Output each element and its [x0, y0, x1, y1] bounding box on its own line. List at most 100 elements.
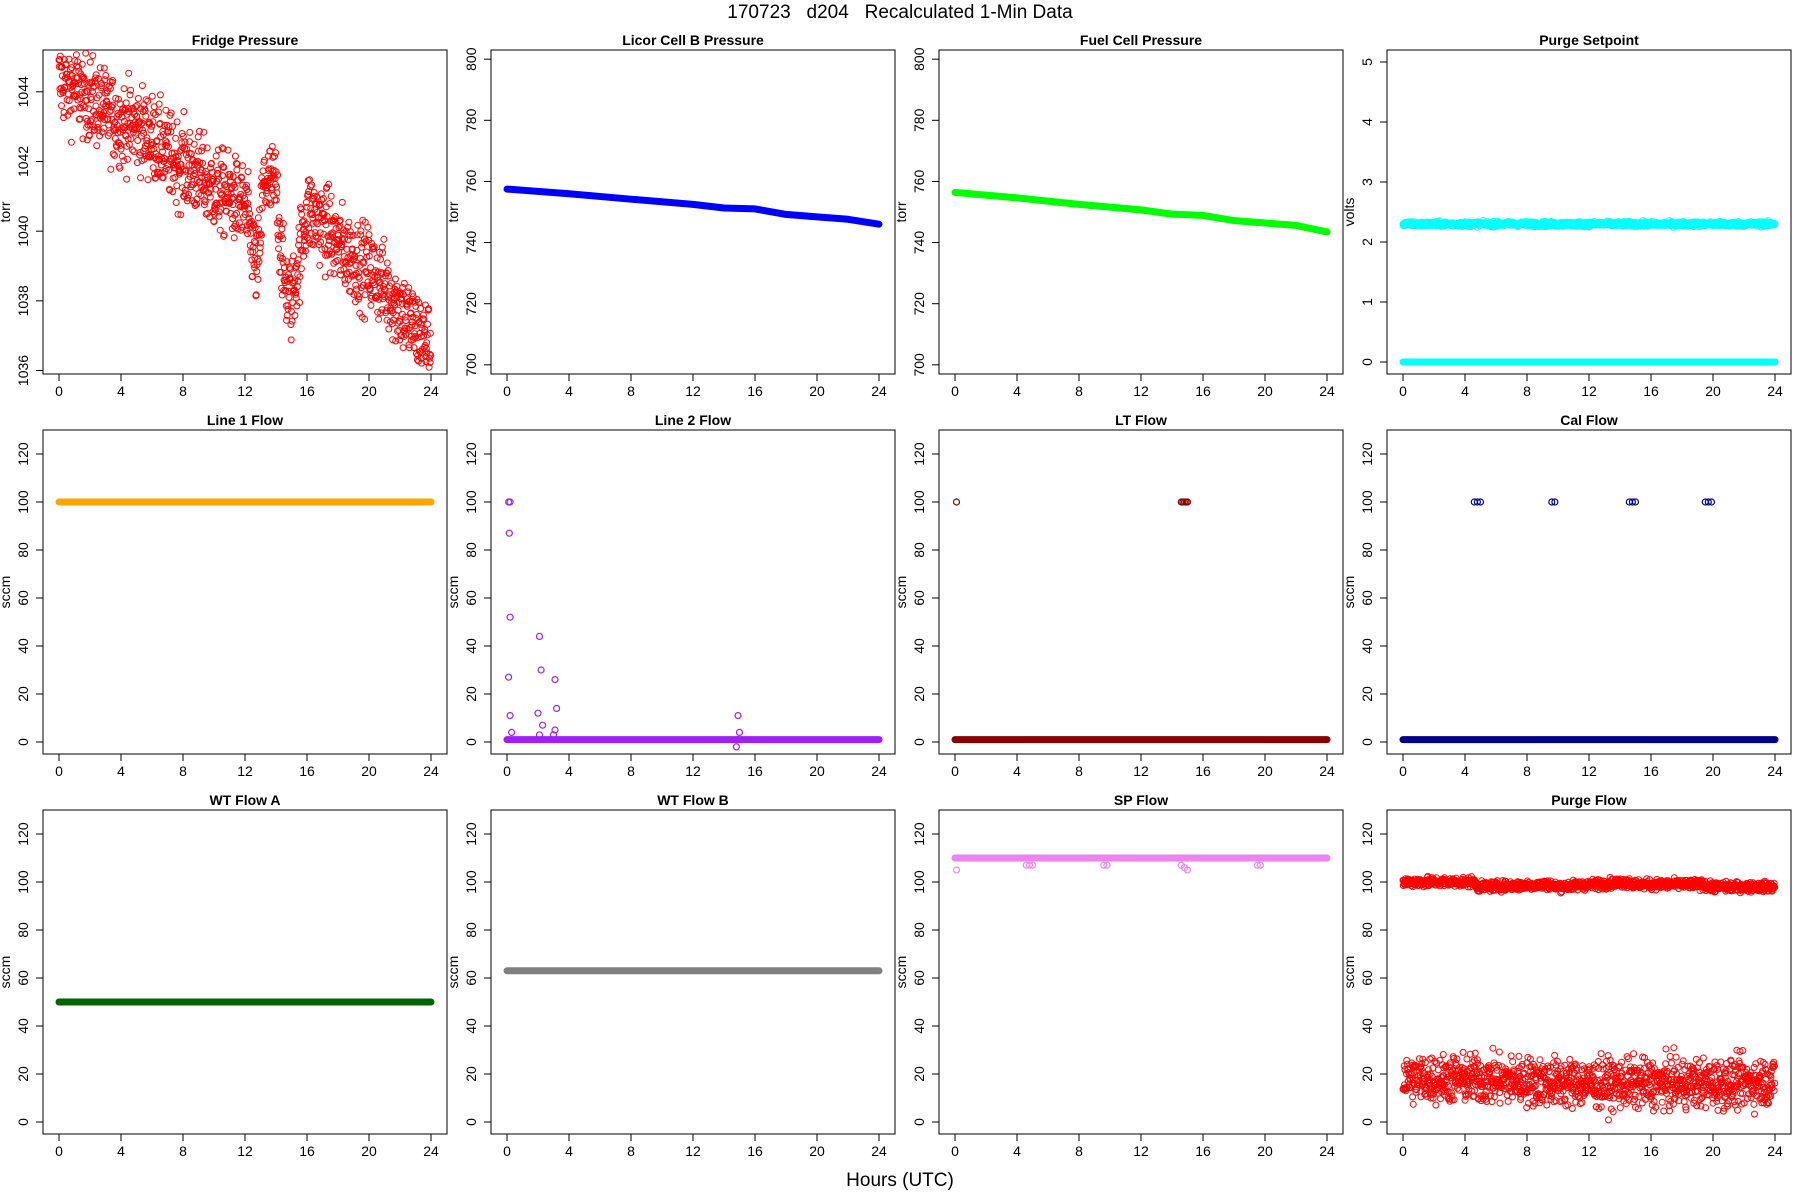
y-tick-label: 120	[15, 822, 31, 846]
data-point	[413, 311, 421, 318]
y-tick-label: 40	[1359, 1018, 1375, 1034]
data-point	[245, 205, 253, 213]
y-tick-label: 100	[463, 490, 479, 514]
data-point	[1770, 1087, 1778, 1095]
y-tick-label: 60	[911, 970, 927, 986]
data-point	[88, 116, 96, 123]
x-tick-label: 16	[299, 763, 315, 779]
x-tick-label: 16	[1643, 763, 1659, 779]
data-point	[257, 239, 264, 247]
data-point	[120, 157, 128, 165]
data-point	[1739, 1047, 1747, 1054]
data-point	[359, 281, 367, 289]
data-point	[322, 221, 330, 229]
data-point	[1666, 1107, 1674, 1115]
data-point	[117, 145, 125, 153]
data-point	[298, 210, 306, 218]
data-point	[299, 218, 307, 226]
data-point	[101, 116, 109, 123]
data-point	[426, 350, 434, 358]
data-point	[1663, 1067, 1671, 1075]
data-point	[1447, 1089, 1455, 1097]
data-point	[90, 82, 98, 90]
data-point	[321, 273, 329, 281]
data-point	[156, 91, 164, 99]
data-point	[403, 324, 410, 332]
data-point	[505, 529, 513, 537]
y-tick-label: 20	[911, 686, 927, 702]
data-point	[202, 167, 210, 175]
data-point	[195, 127, 203, 135]
data-point	[294, 271, 302, 279]
data-point	[1682, 1106, 1690, 1114]
data-point	[228, 184, 236, 191]
data-point	[394, 306, 402, 314]
data-point	[1750, 1063, 1758, 1071]
y-tick-label: 20	[911, 1066, 927, 1082]
data-point	[401, 313, 409, 321]
data-point	[326, 269, 334, 277]
y-tick-label: 1038	[15, 285, 31, 316]
data-point	[378, 270, 386, 278]
data-point	[247, 229, 255, 237]
data-point	[258, 204, 266, 212]
data-point	[1616, 1090, 1624, 1098]
data-point	[139, 126, 147, 134]
x-tick-label: 20	[1257, 763, 1273, 779]
data-point	[506, 613, 514, 621]
x-tick-label: 8	[179, 383, 187, 399]
figure-title: 170723 d204 Recalculated 1-Min Data	[727, 2, 1073, 23]
chart-title: Purge Flow	[1551, 792, 1627, 808]
data-point	[1551, 498, 1559, 506]
data-point	[119, 126, 127, 134]
data-point	[223, 189, 231, 196]
data-point	[77, 104, 85, 112]
data-point	[1421, 1059, 1429, 1067]
data-point	[1668, 1059, 1675, 1067]
data-point	[274, 231, 282, 239]
y-tick-label: 20	[1359, 686, 1375, 702]
x-tick-label: 0	[1399, 763, 1407, 779]
data-point	[1463, 1055, 1471, 1063]
data-point	[220, 231, 228, 239]
chart-title: Fuel Cell Pressure	[1080, 32, 1202, 48]
data-point	[1597, 1050, 1605, 1058]
data-point	[417, 305, 424, 312]
data-point	[1609, 1061, 1617, 1069]
data-point	[236, 193, 244, 201]
data-point	[214, 170, 222, 178]
data-point	[385, 325, 393, 333]
y-tick-label: 40	[15, 1018, 31, 1034]
data-point	[1434, 1066, 1442, 1074]
x-tick-label: 0	[1399, 1143, 1407, 1159]
data-point	[273, 189, 281, 197]
data-point	[410, 344, 418, 352]
data-point	[287, 321, 295, 329]
data-point	[364, 278, 372, 286]
y-tick-label: 40	[911, 1018, 927, 1034]
data-point	[1028, 861, 1037, 869]
data-point	[1730, 1098, 1738, 1106]
data-point	[552, 704, 561, 713]
data-point	[419, 311, 427, 319]
data-point	[156, 120, 164, 127]
data-point	[380, 235, 388, 243]
data-point	[297, 265, 305, 273]
data-point	[373, 254, 381, 262]
data-point	[275, 245, 282, 253]
x-tick-label: 12	[685, 383, 701, 399]
data-point	[100, 124, 108, 132]
data-point	[132, 125, 140, 133]
data-point	[735, 728, 744, 737]
x-tick-label: 20	[1705, 763, 1721, 779]
data-point	[233, 160, 241, 168]
x-tick-label: 4	[117, 1143, 125, 1159]
data-point	[149, 118, 157, 126]
data-point	[383, 259, 391, 267]
data-point	[1595, 1064, 1603, 1072]
data-point	[186, 128, 194, 136]
data-point	[191, 202, 199, 209]
data-point	[362, 268, 370, 276]
data-point	[1728, 1092, 1736, 1099]
x-tick-label: 0	[55, 763, 63, 779]
